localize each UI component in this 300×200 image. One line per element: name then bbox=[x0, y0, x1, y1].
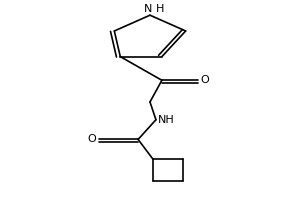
Text: O: O bbox=[200, 75, 209, 85]
Text: NH: NH bbox=[158, 115, 174, 125]
Text: N: N bbox=[144, 4, 153, 14]
Text: O: O bbox=[88, 134, 97, 144]
Text: H: H bbox=[156, 4, 165, 14]
